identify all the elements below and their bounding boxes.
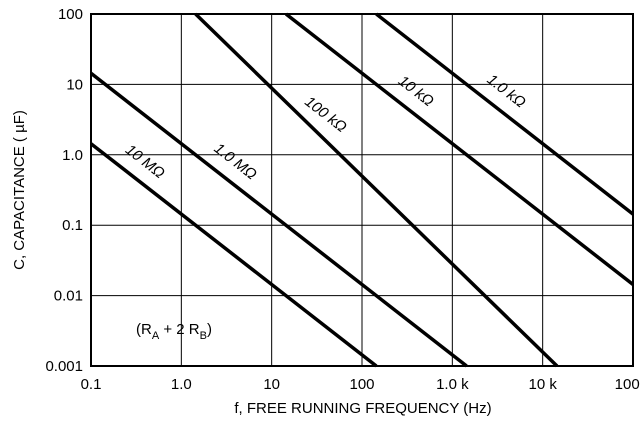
series-label: 1.0 MΩ: [211, 140, 260, 183]
x-tick-label: 1.0: [171, 376, 192, 393]
x-tick-label: 100: [349, 376, 374, 393]
series-line: [375, 12, 635, 216]
x-tick-label: 1.0 k: [436, 376, 469, 393]
x-tick-label: 10 k: [528, 376, 557, 393]
y-tick-label: 0.1: [62, 217, 83, 234]
resistance-note: (RA + 2 RB): [136, 321, 212, 342]
y-axis-title: C, CAPACITANCE ( µF): [11, 110, 28, 270]
series-line: [89, 142, 378, 368]
series-lines: [89, 12, 635, 368]
series-line: [194, 12, 559, 368]
plot-frame: [90, 13, 634, 367]
y-tick-label: 0.01: [54, 288, 83, 305]
x-tick-label: 100 k: [615, 376, 642, 393]
y-tick-label: 0.001: [45, 358, 83, 375]
x-axis-title: f, FREE RUNNING FREQUENCY (Hz): [234, 400, 491, 417]
grid-lines: [90, 13, 634, 367]
y-tick-label: 1.0: [62, 147, 83, 164]
y-tick-label: 10: [66, 76, 83, 93]
y-tick-label: 100: [58, 6, 83, 23]
series-label: 100 kΩ: [301, 93, 349, 136]
series-line: [89, 71, 468, 368]
x-tick-label: 10: [263, 376, 280, 393]
series-line: [284, 12, 635, 286]
x-tick-labels: 0.1 1.0 10 100 1.0 k 10 k 100 k: [81, 376, 642, 393]
y-tick-labels: 0.001 0.01 0.1 1.0 10 100: [45, 6, 83, 375]
x-tick-label: 0.1: [81, 376, 102, 393]
series-label: 10 MΩ: [122, 141, 168, 182]
series-label: 1.0 kΩ: [484, 71, 529, 111]
